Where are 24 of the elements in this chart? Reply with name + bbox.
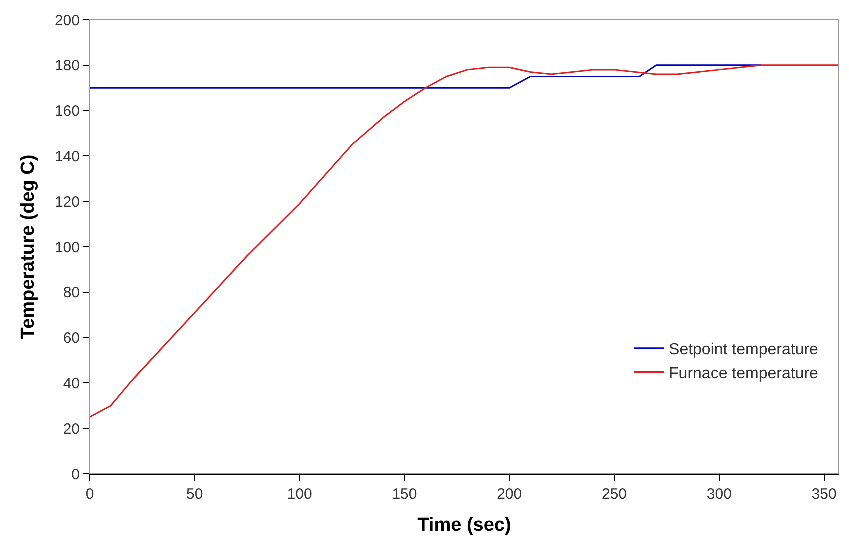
x-tick-label: 350 [812,486,837,503]
y-tick-label: 100 [54,239,80,256]
x-tick-label: 300 [706,486,732,503]
line-series [90,64,839,418]
legend-label: Setpoint temperature [669,342,819,359]
y-tick-label: 40 [63,375,80,392]
y-tick-label: 200 [54,12,80,30]
y-tick-label: 20 [63,420,80,438]
x-axis-title: Time (sec) [418,514,512,536]
y-tick-label: 80 [63,284,80,302]
y-tick-label: 60 [63,330,80,348]
x-tick-label: 150 [392,486,418,503]
legend-label: Furnace temperature [669,365,819,382]
y-tick-label: 120 [54,194,80,211]
y-axis-title: Temperature (deg C) [18,154,39,340]
x-tick-label: 200 [497,486,522,503]
x-tick-label: 50 [186,486,204,503]
y-tick-label: 0 [72,466,80,484]
y-tick-label: 180 [54,58,80,75]
y-tick-label: 140 [54,148,80,166]
y-tick-label: 160 [54,103,80,120]
x-tick-label: 100 [287,486,312,503]
x-tick-label: 0 [86,486,94,503]
x-tick-label: 250 [602,486,628,503]
